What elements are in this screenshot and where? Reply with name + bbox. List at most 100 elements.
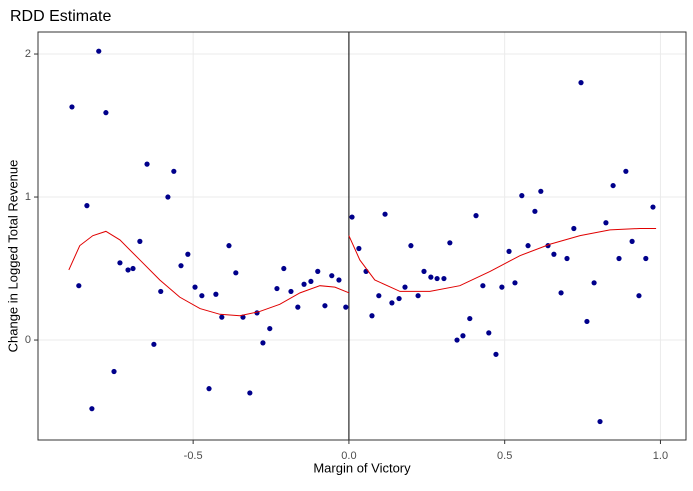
point [315,268,321,274]
x-tick-label: 0.0 [341,450,356,462]
point [137,238,143,244]
panel-border [37,31,687,441]
x-tick-label: 1.0 [653,450,668,462]
point [219,314,225,320]
point [329,273,335,279]
point [447,240,453,246]
chart-title: RDD Estimate [10,8,111,25]
point [130,265,136,272]
point [519,193,525,199]
point [629,238,635,244]
point [295,304,301,310]
point [247,390,253,396]
y-axis-label: Change in Logged Total Revenue [5,160,20,353]
point [610,182,616,189]
point [103,110,109,116]
point [199,293,205,299]
point [158,288,164,295]
y-tick-label: 2 [25,48,31,60]
point [532,208,538,214]
x-tick-label: -0.5 [184,450,203,462]
point [356,245,362,252]
point [117,260,123,266]
point [192,284,198,290]
point [473,213,479,219]
point [434,275,440,282]
point [584,318,590,325]
point [84,203,90,209]
point [643,255,649,262]
point [260,340,266,346]
point [301,281,307,287]
point [408,243,414,249]
point [389,300,395,306]
point [144,161,150,167]
point [591,280,597,286]
fit-line [68,230,350,317]
point [213,291,219,297]
point [538,188,544,194]
point [178,263,184,269]
point [185,251,191,257]
point [578,80,584,86]
point [467,315,473,322]
point [597,418,603,425]
point [281,265,287,272]
point [267,325,273,332]
point [441,275,447,282]
point [506,248,512,254]
point [165,194,171,200]
point [493,351,499,357]
point [288,288,294,295]
point [396,295,402,302]
point [308,278,314,285]
point [564,255,570,262]
point [376,293,382,299]
point [226,243,232,249]
point [512,280,518,286]
point [421,268,427,274]
point [428,274,434,280]
point [603,220,609,226]
point [480,283,486,289]
point [623,168,629,174]
point [460,333,466,339]
point [415,293,421,299]
point [111,368,117,375]
point [636,293,642,299]
point [96,48,102,54]
point [616,255,622,262]
point [402,284,408,290]
point [349,214,355,220]
point [343,304,349,310]
point [125,267,131,273]
point [571,225,577,232]
point [233,270,239,276]
point [171,168,177,174]
point [650,204,656,210]
point [151,341,157,347]
point [76,283,82,289]
point [322,303,328,309]
point [525,243,531,249]
point [382,211,388,217]
point [336,277,342,283]
x-axis-label: Margin of Victory [313,460,411,475]
y-tick-label: 0 [25,334,31,346]
y-tick-label: 1 [25,191,31,203]
point [206,386,212,392]
point [240,314,246,320]
fit-line [348,227,657,292]
point [89,406,95,412]
point [486,330,492,336]
point [369,313,375,319]
point [274,285,280,292]
x-tick-label: 0.5 [497,450,512,462]
point [69,104,75,110]
point [558,290,564,296]
point [499,284,505,290]
point [551,251,557,257]
point [454,337,460,343]
